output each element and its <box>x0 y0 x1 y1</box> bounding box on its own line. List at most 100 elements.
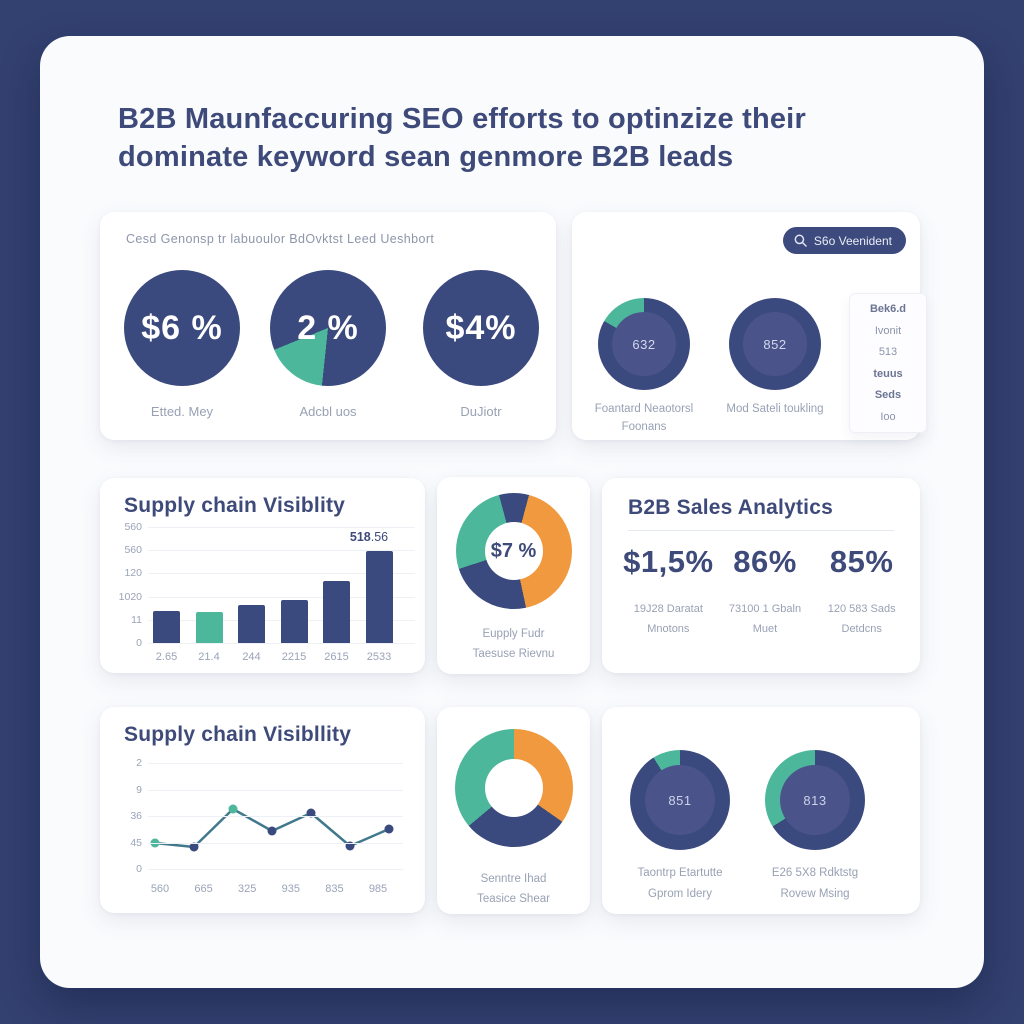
kpi-pie: $4% <box>423 270 539 386</box>
donut-chart: $7 % <box>455 493 572 609</box>
gridline <box>148 643 415 644</box>
donut-center-value: 813 <box>780 765 850 835</box>
x-axis-tick-label: 2615 <box>324 651 349 663</box>
side-list-item: teuus <box>873 367 903 380</box>
stat-label: 120 583 Sads Detdcns <box>813 600 910 640</box>
x-axis-tick-label: 935 <box>281 883 300 895</box>
donut-label: E26 5X8 Rdktstg Rovew Msing <box>745 863 885 904</box>
supply-chain-line-card: Supply chain Visibllity 2 9 36 45 0 560 665 325… <box>100 707 425 913</box>
stats-row: $1,5% 19J28 Daratat Mnotons 86% 73100 1 … <box>620 544 910 640</box>
y-axis-tick-label: 9 <box>136 783 142 796</box>
gridline <box>148 869 403 870</box>
donut-item: 851 Taontrp Etartutte Gprom Idery <box>610 750 750 904</box>
gridline <box>148 816 403 817</box>
data-point <box>189 842 199 852</box>
donut-label-line: Taontrp Etartutte <box>637 867 723 879</box>
data-point <box>267 826 277 836</box>
x-axis-tick-label: 835 <box>325 883 344 895</box>
stat-label-line: Detdcns <box>841 622 882 635</box>
donut-item: 632 Foantard Neaotorsl Foonans <box>584 298 704 437</box>
donut-hole <box>484 759 543 817</box>
y-axis-tick-label: 1020 <box>118 590 142 603</box>
side-list-item: Bek6.d <box>869 303 907 316</box>
donut-center-value: 852 <box>743 312 807 376</box>
side-list-item: 513 <box>878 346 898 359</box>
donut-label-line: Foantard Neaotorsl <box>594 403 694 415</box>
donut-center-value: $7 % <box>484 522 543 580</box>
line-chart: 2 9 36 45 0 560 665 325 935 835 985 <box>130 757 403 895</box>
service-donut-card: Senntre Ihad Teasice Shear <box>437 707 590 914</box>
seo-search-button-label: S6o Veenident <box>813 233 892 248</box>
stat-value: 85% <box>829 544 894 579</box>
bar <box>323 581 350 643</box>
bar <box>280 600 308 643</box>
y-axis-tick-label: 36 <box>130 810 142 822</box>
gridline <box>148 573 415 575</box>
donut-label-line: Taesuse Rievnu <box>472 648 555 661</box>
data-point <box>384 824 394 834</box>
bar-annotation: 518.56 <box>331 530 407 544</box>
seo-search-button[interactable]: S6o Veenident <box>782 227 906 254</box>
x-axis-tick-label: 21.4 <box>198 651 220 663</box>
seo-tracking-card: S6o Veenident 632 Foantard Neaotorsl Foo… <box>572 212 927 440</box>
stat-label-line: 73100 1 Gbaln <box>728 603 802 615</box>
donut-label-line: Teasice Shear <box>477 893 550 906</box>
y-axis-tick-label: 560 <box>124 544 142 557</box>
donut-label: Foantard Neaotorsl Foonans <box>584 401 704 437</box>
data-point <box>345 841 355 851</box>
stat-label: 19J28 Daratat Mnotons <box>620 600 717 640</box>
donut-label-line: Gprom Idery <box>648 887 712 900</box>
y-axis-tick-label: 560 <box>124 521 142 533</box>
stat-item: 86% 73100 1 Gbaln Muet <box>717 544 814 640</box>
bar-annotation-rest: .56 <box>370 530 389 544</box>
donut-label-line: E26 5X8 Rdktstg <box>771 867 859 879</box>
card-title: B2B Sales Analytics <box>628 496 833 519</box>
x-axis-tick-label: 985 <box>368 883 388 895</box>
page-title: B2B Maunfaccuring SEO efforts to optinzi… <box>118 100 848 177</box>
lead-dashboard-card: Cesd Genonsp tr labuoulor BdOvktst Leed … <box>100 212 556 440</box>
kpi-item: 2 % Adcbl uos <box>270 270 386 419</box>
page-title-line1: B2B Maunfaccuring SEO efforts to optinzi… <box>118 103 806 135</box>
line-chart-svg <box>150 804 394 852</box>
gridline <box>148 789 403 791</box>
donut-chart: 632 <box>598 298 690 390</box>
kpi-pie: $6 % <box>124 270 240 386</box>
kpi-label: DuJiotr <box>460 404 502 419</box>
kpi-label: Etted. Mey <box>150 404 214 419</box>
stat-label-line: 120 583 Sads <box>827 603 896 615</box>
bar-chart: 518.56 560 560 120 1020 11 0 2.65 21.4 244 2215 26… <box>119 520 415 663</box>
y-axis-tick-label: 45 <box>130 836 142 849</box>
kpi-item: $4% DuJiotr <box>423 270 539 419</box>
x-axis-tick-label: 560 <box>150 883 170 895</box>
x-axis-tick-label: 244 <box>242 651 261 663</box>
donut-item: 813 E26 5X8 Rdktstg Rovew Msing <box>745 750 885 904</box>
side-list-item: Ioo <box>880 410 896 423</box>
side-list-item: Seds <box>874 389 902 402</box>
donut-chart: 813 <box>765 750 865 850</box>
gridline <box>148 527 415 528</box>
x-axis-tick-label: 2.65 <box>155 651 178 663</box>
stat-item: 85% 120 583 Sads Detdcns <box>813 544 910 640</box>
donut-label-line: Eupply Fudr <box>482 628 545 640</box>
gridline <box>148 842 403 844</box>
y-axis-tick-label: 120 <box>124 567 142 580</box>
stat-label-line: Muet <box>752 622 778 635</box>
y-axis-tick-label: 2 <box>136 757 142 769</box>
tracking-rings-card: 851 Taontrp Etartutte Gprom Idery 813 E2… <box>602 707 920 914</box>
stat-label-line: Mnotons <box>647 622 690 635</box>
bar <box>195 612 223 643</box>
lead-card-header: Cesd Genonsp tr labuoulor BdOvktst Leed … <box>126 232 435 246</box>
y-axis-tick-label: 11 <box>131 613 142 626</box>
stat-value: 86% <box>733 544 797 579</box>
donut-center-value: 851 <box>645 765 715 835</box>
kpi-pie: 2 % <box>270 270 386 386</box>
donut-label: Eupply Fudr Taesuse Rievnu <box>437 624 590 664</box>
donut-label: Taontrp Etartutte Gprom Idery <box>610 863 750 904</box>
search-icon <box>794 234 807 247</box>
stat-label: 73100 1 Gbaln Muet <box>717 600 814 640</box>
gridline <box>148 550 415 552</box>
gridline <box>148 763 403 764</box>
donut-center-value: 632 <box>612 312 676 376</box>
donut-label: Mod Sateli toukling <box>715 401 835 419</box>
x-axis-tick-label: 665 <box>194 883 213 895</box>
